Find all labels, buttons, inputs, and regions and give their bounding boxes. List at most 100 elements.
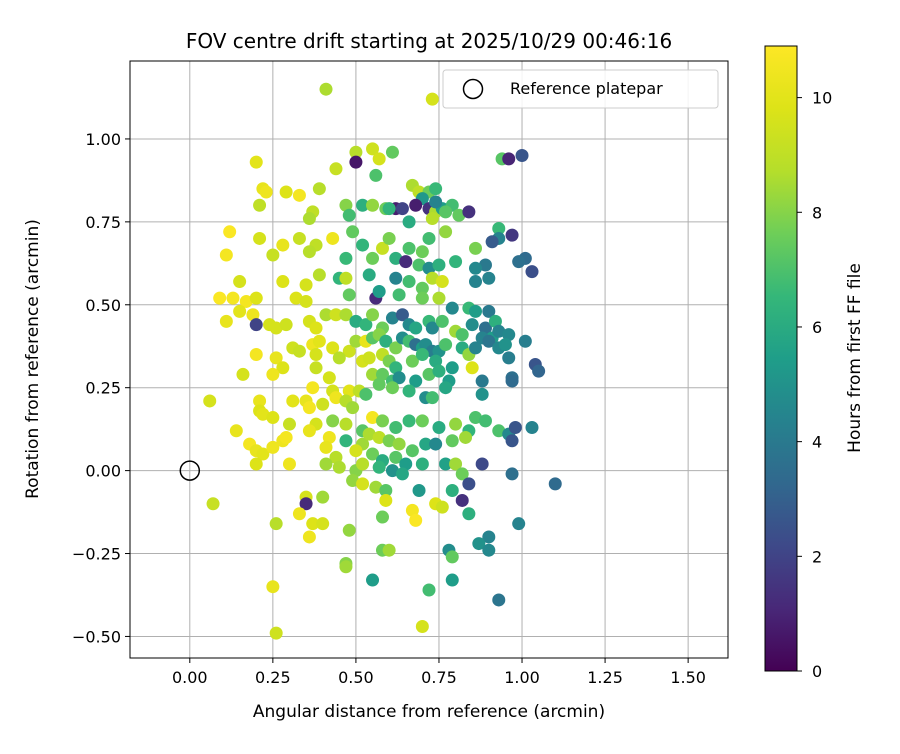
data-point: [266, 440, 280, 454]
data-point: [425, 92, 439, 106]
data-point: [469, 261, 483, 275]
data-point: [445, 361, 459, 375]
x-tick-label: 1.00: [504, 668, 540, 687]
data-point: [356, 457, 370, 471]
data-point: [445, 484, 459, 498]
data-point: [415, 291, 429, 305]
reference-platepar-marker: [179, 460, 201, 481]
data-point: [266, 580, 280, 594]
data-point: [366, 447, 380, 461]
data-point: [469, 241, 483, 255]
data-point: [249, 155, 263, 169]
data-points: [203, 82, 562, 640]
data-point: [356, 238, 370, 252]
data-point: [292, 188, 306, 202]
data-point: [512, 255, 526, 269]
data-point: [356, 477, 370, 491]
data-point: [382, 202, 396, 216]
data-point: [329, 391, 343, 405]
chart-title: FOV centre drift starting at 2025/10/29 …: [186, 29, 672, 53]
data-point: [286, 394, 300, 408]
colorbar-tick-label: 10: [812, 89, 832, 108]
data-point: [372, 152, 386, 166]
data-point: [372, 460, 386, 474]
data-point: [266, 367, 280, 381]
colorbar-tick-label: 8: [812, 203, 822, 222]
data-point: [299, 278, 313, 292]
x-tick-label: 1.50: [670, 668, 706, 687]
data-point: [415, 245, 429, 259]
data-point: [292, 231, 306, 245]
data-point: [389, 420, 403, 434]
data-point: [282, 457, 296, 471]
data-point: [502, 152, 516, 166]
data-point: [399, 457, 413, 471]
data-point: [349, 334, 363, 348]
y-tick-label: 0.75: [85, 213, 121, 232]
data-point: [329, 450, 343, 464]
data-point: [435, 275, 449, 289]
data-point: [375, 367, 389, 381]
data-point: [385, 145, 399, 159]
data-point: [346, 225, 360, 239]
plot-frame: [129, 60, 729, 659]
data-point: [339, 308, 353, 322]
data-point: [312, 182, 326, 196]
data-point: [282, 417, 296, 431]
data-point: [332, 460, 346, 474]
data-point: [512, 517, 526, 531]
data-point: [302, 212, 316, 226]
data-point: [478, 258, 492, 272]
data-point: [316, 517, 330, 531]
data-point: [213, 291, 227, 305]
data-point: [256, 447, 270, 461]
data-point: [349, 444, 363, 458]
data-point: [223, 225, 237, 239]
data-point: [306, 381, 320, 395]
data-point: [249, 291, 263, 305]
data-point: [236, 367, 250, 381]
data-point: [269, 321, 283, 335]
data-point: [366, 308, 380, 322]
data-point: [362, 427, 376, 441]
data-point: [309, 321, 323, 335]
data-point: [492, 424, 506, 438]
data-point: [472, 537, 486, 551]
data-point: [382, 543, 396, 557]
reference-marker: [179, 460, 201, 481]
data-point: [412, 258, 426, 272]
data-point: [385, 464, 399, 478]
data-point: [469, 411, 483, 425]
data-point: [449, 255, 463, 269]
y-tick-label: −0.50: [72, 627, 121, 646]
data-point: [415, 281, 429, 295]
data-point: [429, 354, 443, 368]
data-point: [445, 301, 459, 315]
data-point: [346, 401, 360, 415]
data-point: [548, 477, 562, 491]
data-point: [469, 304, 483, 318]
data-point: [402, 275, 416, 289]
data-point: [319, 457, 333, 471]
data-point: [366, 367, 380, 381]
data-point: [246, 308, 260, 322]
data-point: [435, 314, 449, 328]
data-point: [482, 334, 496, 348]
y-tick-label: 0.50: [85, 296, 121, 315]
data-point: [425, 271, 439, 285]
data-point: [389, 271, 403, 285]
data-point: [385, 311, 399, 325]
data-point: [505, 467, 519, 481]
data-point: [366, 411, 380, 425]
data-point: [326, 414, 340, 428]
data-point: [266, 411, 280, 425]
data-point: [269, 351, 283, 365]
data-point: [492, 221, 506, 235]
data-point: [299, 294, 313, 308]
data-point: [432, 258, 446, 272]
data-point: [279, 318, 293, 332]
data-point: [392, 437, 406, 451]
data-point: [415, 457, 429, 471]
data-point: [455, 493, 469, 507]
data-point: [362, 268, 376, 282]
